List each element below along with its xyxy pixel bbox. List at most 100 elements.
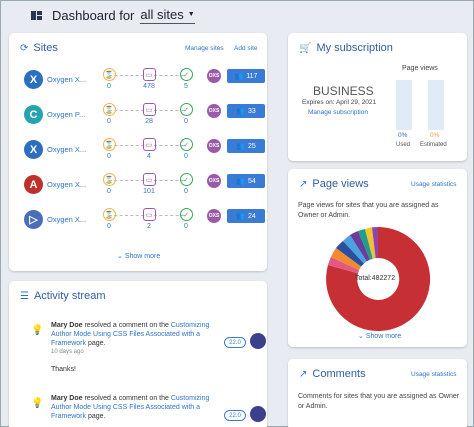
donut-main-slice	[326, 226, 431, 331]
site-row[interactable]: C Oxygen P... ⌛ 0 ▭ 28 ✓ 0 OXS 👥 33	[9, 103, 267, 133]
comment-icon: ▭	[142, 68, 156, 81]
donut-slice-1	[328, 257, 359, 274]
divider	[109, 145, 144, 146]
cart-icon: 🛒	[299, 42, 312, 54]
activity-card: ☰ Activity stream 💡 Mary Doe resolved a …	[9, 281, 267, 427]
donut-slice-3	[336, 241, 364, 267]
activity-text: Mary Doe resolved a comment on the Custo…	[51, 395, 210, 420]
divider	[109, 75, 144, 76]
comment-icon: ▭	[142, 103, 156, 116]
caret-down-icon: ▼	[187, 10, 195, 18]
approved-stat[interactable]: ✓ 0	[171, 208, 201, 230]
site-name-link[interactable]: Oxygen X...	[47, 180, 87, 189]
chevron-down-icon: ⌄	[117, 253, 123, 260]
chevron-down-icon: ⌄	[358, 333, 364, 340]
add-site-link[interactable]: Add site	[234, 45, 258, 52]
pageviews-total: Total:482272	[355, 275, 396, 282]
version-pill[interactable]: 22.0	[224, 410, 246, 421]
list-icon: ☰	[20, 290, 29, 302]
site-name-link[interactable]: Oxygen X...	[47, 215, 87, 224]
scope-selector[interactable]: all sites ▼	[140, 6, 195, 24]
scope-label: all sites	[140, 6, 184, 22]
divider	[154, 75, 184, 76]
sites-title: ⟳ Sites	[20, 42, 58, 54]
activity-item: 💡 Mary Doe resolved a comment on the Cus…	[31, 394, 267, 427]
pageviews-stats-link[interactable]: Usage statistics	[411, 181, 457, 188]
manage-sites-link[interactable]: Manage sites	[185, 45, 224, 52]
donut-slice-4	[343, 235, 367, 264]
approved-stat[interactable]: ✓ 5	[171, 68, 201, 90]
pending-stat[interactable]: ⌛ 0	[94, 173, 124, 195]
comments-title: ↗ Comments	[299, 368, 366, 380]
site-row[interactable]: ▷ Oxygen X... ⌛ 0 ▭ 2 ✓ 0 OXS 👥 24	[9, 208, 267, 238]
pending-stat[interactable]: ⌛ 0	[94, 103, 124, 125]
comments-stat[interactable]: ▭ 478	[134, 68, 164, 90]
site-name-link[interactable]: Oxygen X...	[47, 75, 87, 84]
divider	[109, 110, 144, 111]
comments-stat[interactable]: ▭ 2	[134, 208, 164, 230]
sites-show-more[interactable]: ⌄ Show more	[117, 253, 161, 260]
approved-stat[interactable]: ✓ 0	[171, 103, 201, 125]
comments-card: ↗ Comments Usage statistics Comments for…	[288, 359, 467, 427]
activity-body: Thanks!	[51, 366, 76, 373]
site-logo: C	[24, 105, 43, 124]
activity-text: Mary Doe resolved a comment on the Custo…	[51, 321, 221, 374]
site-logo: A	[24, 175, 43, 194]
users-button[interactable]: 👥 24	[227, 209, 265, 223]
page-header: Dashboard for all sites ▼	[31, 5, 195, 25]
users-button[interactable]: 👥 25	[227, 139, 265, 153]
pending-stat[interactable]: ⌛ 0	[94, 208, 124, 230]
donut-slice-5	[350, 231, 370, 262]
subscription-card: 🛒 My subscription BUSINESS Expires on: A…	[288, 33, 467, 161]
users-icon: 👥	[236, 178, 245, 185]
activity-page-link[interactable]: Customizing Author Mode Using CSS Files …	[51, 395, 210, 420]
divider	[154, 215, 184, 216]
dashboard-icon	[31, 10, 42, 20]
donut-slice-6	[358, 229, 373, 260]
plan-name: BUSINESS	[313, 84, 374, 98]
trend-icon: ↗	[299, 368, 308, 380]
estimated-label: Estimated	[420, 142, 447, 148]
site-row[interactable]: X Oxygen X... ⌛ 0 ▭ 478 ✓ 5 OXS 👥 117	[9, 68, 267, 98]
used-bar	[396, 80, 412, 130]
users-button[interactable]: 👥 33	[227, 104, 265, 118]
check-icon: ✓	[179, 103, 193, 116]
trend-icon: ↗	[299, 178, 308, 190]
hourglass-icon: ⌛	[102, 173, 116, 186]
site-row[interactable]: A Oxygen X... ⌛ 0 ▭ 101 ✓ 0 OXS 👥 54	[9, 173, 267, 203]
expiry-text: Expires on: April 29, 2021	[302, 99, 377, 106]
hourglass-icon: ⌛	[102, 68, 116, 81]
site-row[interactable]: X Oxygen X... ⌛ 0 ▭ 4 ✓ 0 OXS 👥 25	[9, 138, 267, 168]
pageviews-show-more[interactable]: ⌄ Show more	[358, 333, 402, 340]
site-name-link[interactable]: Oxygen X...	[47, 145, 87, 154]
subscription-title: 🛒 My subscription	[299, 42, 393, 54]
approved-stat[interactable]: ✓ 0	[171, 138, 201, 160]
users-icon: 👥	[234, 73, 244, 80]
comments-stat[interactable]: ▭ 101	[134, 173, 164, 195]
divider	[109, 215, 144, 216]
oxygen-badge: OXS	[207, 209, 221, 223]
refresh-icon: ⟳	[20, 42, 29, 54]
manage-subscription-link[interactable]: Manage subscription	[308, 109, 368, 116]
site-name-link[interactable]: Oxygen P...	[47, 110, 86, 119]
site-avatar	[250, 406, 266, 422]
version-pill[interactable]: 22.0	[224, 337, 246, 348]
users-button[interactable]: 👥 54	[227, 174, 265, 188]
oxygen-badge: OXS	[207, 69, 221, 83]
pending-stat[interactable]: ⌛ 0	[94, 138, 124, 160]
comments-description: Comments for sites that you are assigned…	[298, 393, 460, 410]
site-logo: ▷	[24, 210, 43, 229]
oxygen-badge: OXS	[207, 139, 221, 153]
comments-stat[interactable]: ▭ 4	[134, 138, 164, 160]
pageviews-title: ↗ Page views	[299, 178, 369, 190]
approved-stat[interactable]: ✓ 0	[171, 173, 201, 195]
comment-icon: ▭	[142, 173, 156, 186]
comments-stat[interactable]: ▭ 28	[134, 103, 164, 125]
comment-icon: ▭	[142, 138, 156, 151]
comments-stats-link[interactable]: Usage statistics	[411, 371, 457, 378]
users-button[interactable]: 👥 117	[227, 69, 265, 83]
users-icon: 👥	[236, 213, 245, 220]
pending-stat[interactable]: ⌛ 0	[94, 68, 124, 90]
activity-time: 10 days ago	[51, 349, 84, 355]
activity-page-link[interactable]: Customizing Author Mode Using CSS Files …	[51, 322, 210, 347]
